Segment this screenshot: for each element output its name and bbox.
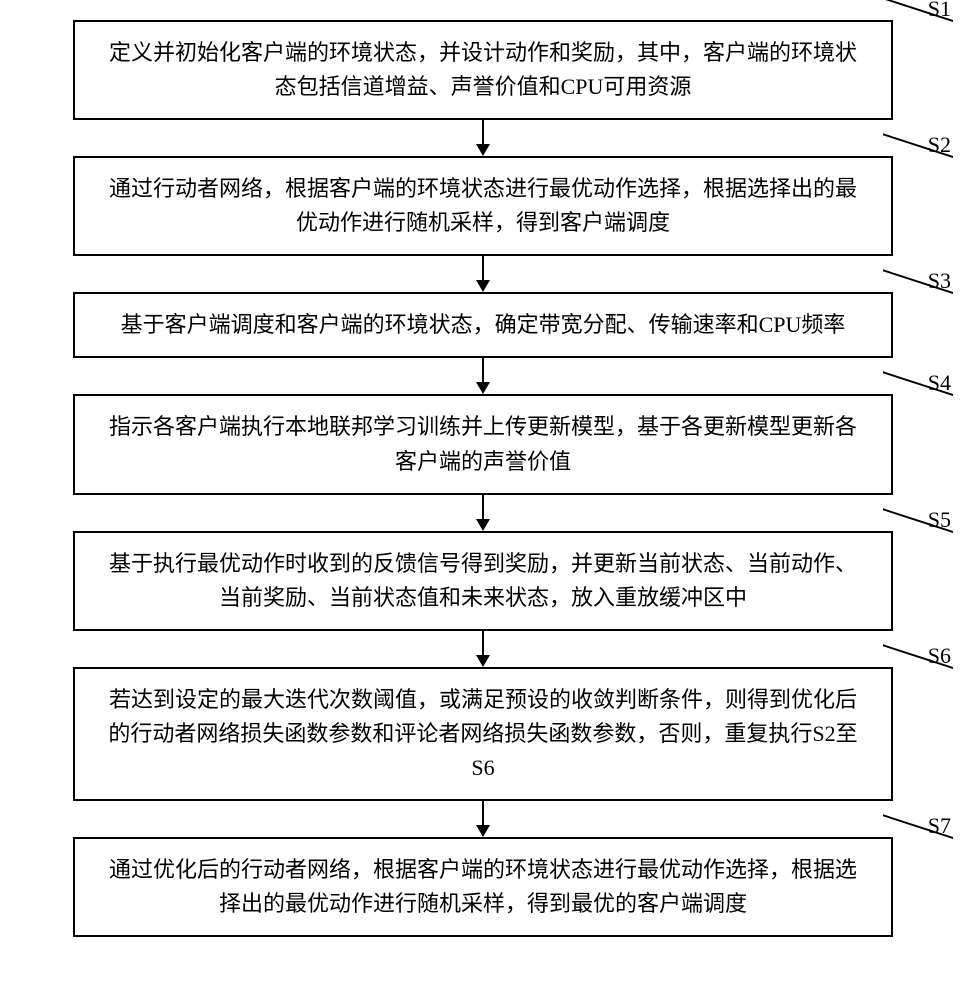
- step-row: S2 通过行动者网络，根据客户端的环境状态进行最优动作选择，根据选择出的最优动作…: [23, 156, 943, 256]
- step-label-wrap: S1: [883, 0, 953, 42]
- step-row: S3 基于客户端调度和客户端的环境状态，确定带宽分配、传输速率和CPU频率: [23, 292, 943, 358]
- step-label-wrap: S5: [883, 507, 953, 553]
- step-label-wrap: S6: [883, 643, 953, 689]
- step-box-s1: 定义并初始化客户端的环境状态，并设计动作和奖励，其中，客户端的环境状态包括信道增…: [73, 20, 893, 120]
- step-label-wrap: S2: [883, 132, 953, 178]
- arrow-down-icon: [23, 631, 943, 667]
- step-label-wrap: S4: [883, 370, 953, 416]
- step-row: S6 若达到设定的最大迭代次数阈值，或满足预设的收敛判断条件，则得到优化后的行动…: [23, 667, 943, 801]
- arrow-down-icon: [23, 801, 943, 837]
- step-box-s2: 通过行动者网络，根据客户端的环境状态进行最优动作选择，根据选择出的最优动作进行随…: [73, 156, 893, 256]
- step-label-wrap: S7: [883, 813, 953, 859]
- step-box-s6: 若达到设定的最大迭代次数阈值，或满足预设的收敛判断条件，则得到优化后的行动者网络…: [73, 667, 893, 801]
- step-row: S1 定义并初始化客户端的环境状态，并设计动作和奖励，其中，客户端的环境状态包括…: [23, 20, 943, 120]
- step-label-wrap: S3: [883, 268, 953, 314]
- arrow-down-icon: [23, 358, 943, 394]
- arrow-down-icon: [23, 256, 943, 292]
- flowchart-container: S1 定义并初始化客户端的环境状态，并设计动作和奖励，其中，客户端的环境状态包括…: [23, 20, 943, 937]
- step-box-s7: 通过优化后的行动者网络，根据客户端的环境状态进行最优动作选择，根据选择出的最优动…: [73, 837, 893, 937]
- step-box-s5: 基于执行最优动作时收到的反馈信号得到奖励，并更新当前状态、当前动作、当前奖励、当…: [73, 531, 893, 631]
- step-row: S7 通过优化后的行动者网络，根据客户端的环境状态进行最优动作选择，根据选择出的…: [23, 837, 943, 937]
- arrow-down-icon: [23, 495, 943, 531]
- arrow-down-icon: [23, 120, 943, 156]
- step-row: S4 指示各客户端执行本地联邦学习训练并上传更新模型，基于各更新模型更新各客户端…: [23, 394, 943, 494]
- step-box-s4: 指示各客户端执行本地联邦学习训练并上传更新模型，基于各更新模型更新各客户端的声誉…: [73, 394, 893, 494]
- step-box-s3: 基于客户端调度和客户端的环境状态，确定带宽分配、传输速率和CPU频率: [73, 292, 893, 358]
- step-row: S5 基于执行最优动作时收到的反馈信号得到奖励，并更新当前状态、当前动作、当前奖…: [23, 531, 943, 631]
